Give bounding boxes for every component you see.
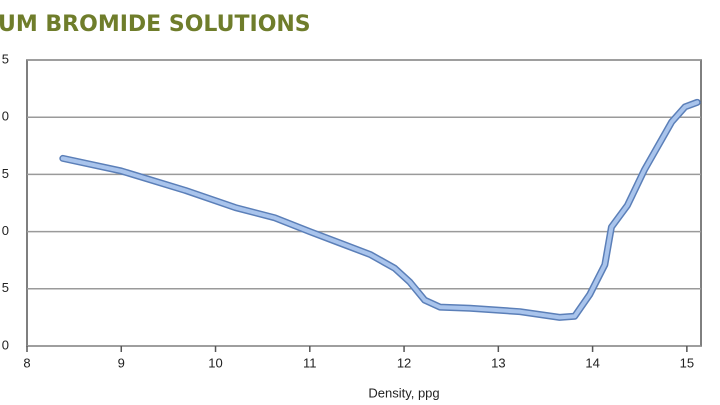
x-tick-label: 11: [303, 355, 317, 370]
y-tick-label: 0: [2, 337, 9, 352]
y-tick-label: 0: [2, 109, 9, 124]
y-tick-label: 0: [2, 223, 9, 238]
x-tick-label: 10: [208, 355, 222, 370]
line: [60, 100, 700, 320]
x-tick-label: 13: [491, 355, 505, 370]
y-tick-label: 5: [2, 51, 9, 66]
y-tick-label: 5: [2, 166, 9, 181]
x-axis-label: Density, ppg: [368, 385, 439, 400]
plot-area: [26, 59, 702, 347]
chart-title: UM BROMIDE SOLUTIONS: [0, 12, 311, 37]
x-tick-label: 12: [397, 355, 411, 370]
x-tick-label: 14: [585, 355, 599, 370]
x-tick-label: 8: [23, 355, 30, 370]
x-tick-label: 15: [680, 355, 694, 370]
y-tick-label: 5: [2, 280, 9, 295]
x-tick-label: 9: [118, 355, 125, 370]
